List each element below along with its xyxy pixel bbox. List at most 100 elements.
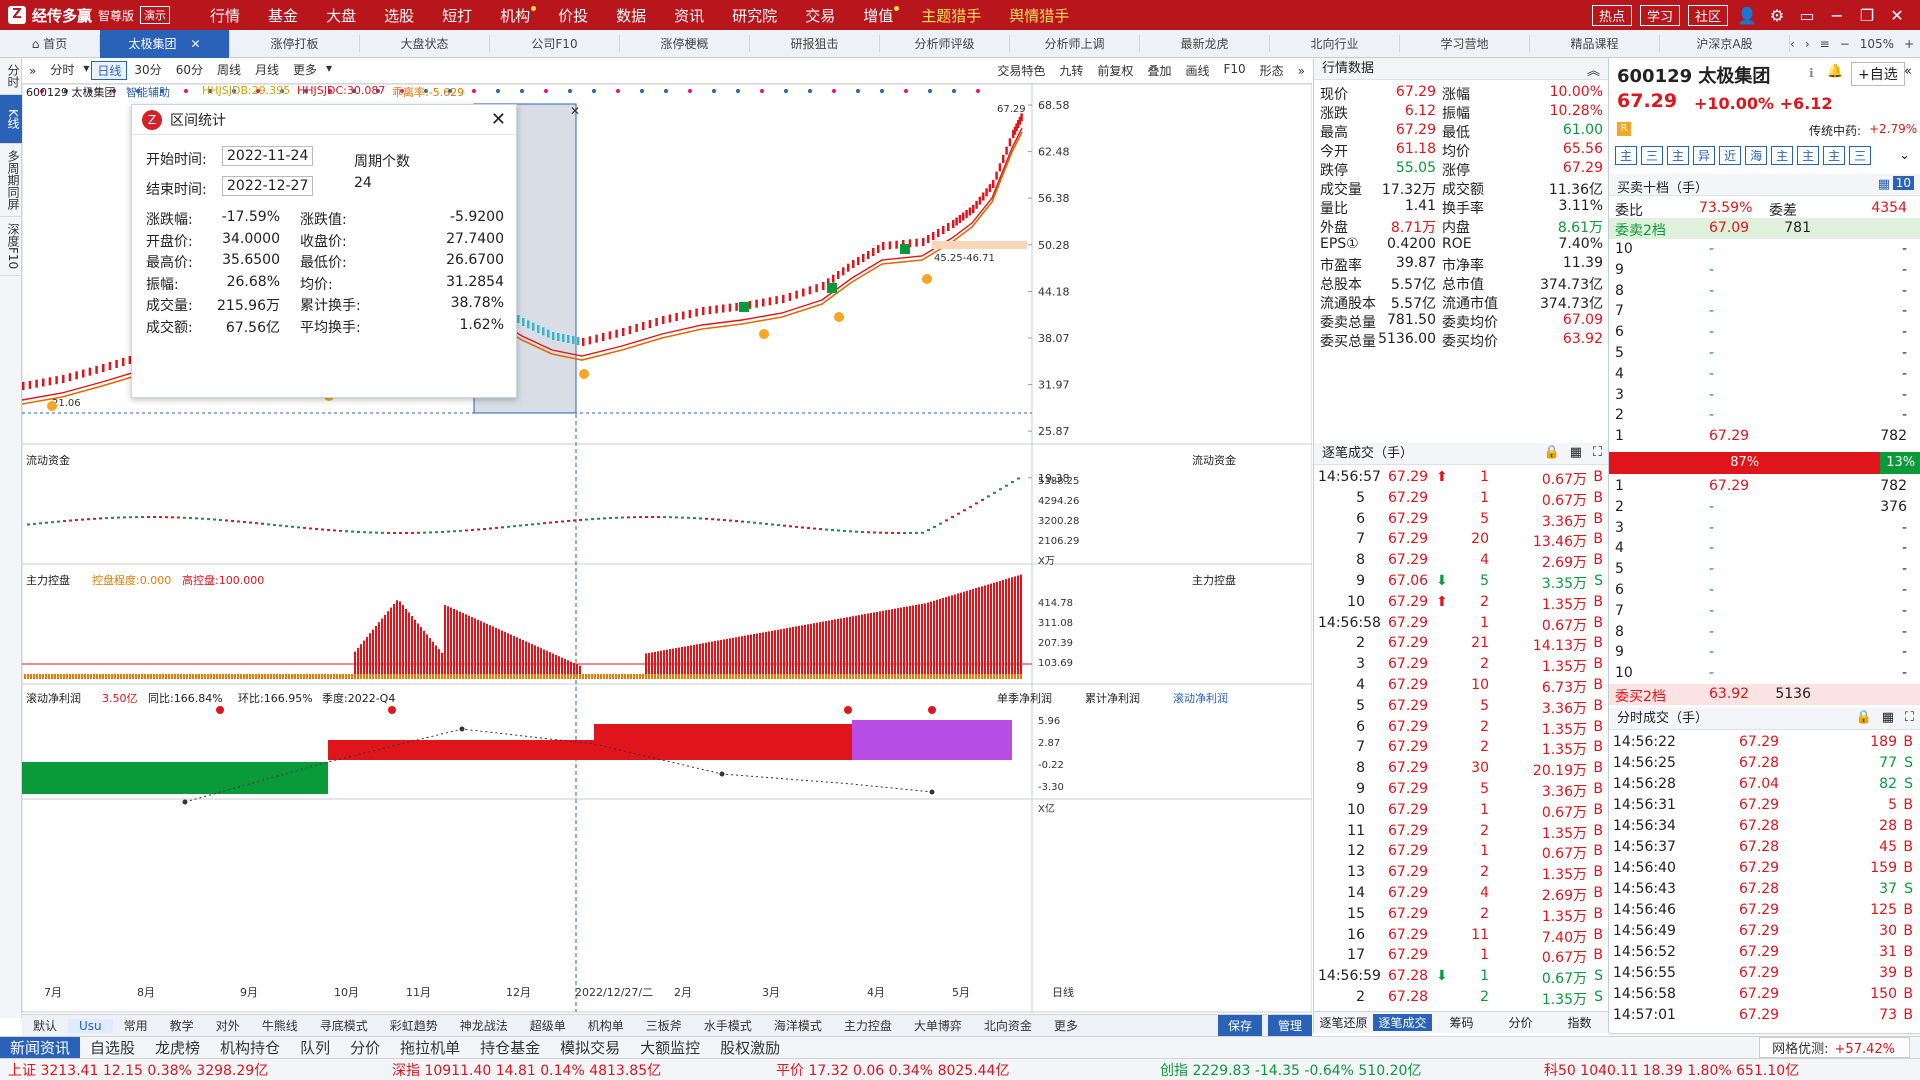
index-1[interactable]: 深指 10911.40 14.81 0.14% 4813.85亿: [384, 1060, 768, 1080]
indicator-tab-2[interactable]: 常用: [123, 1019, 148, 1033]
news-tab-10[interactable]: 股权激励: [720, 1039, 781, 1057]
user-icon[interactable]: 👤: [1737, 5, 1757, 25]
tab-2[interactable]: 涨停打板: [230, 35, 360, 52]
menu-1[interactable]: 基金: [268, 6, 299, 25]
profit-tab-3[interactable]: 滚动净利润: [1173, 692, 1228, 705]
tab-6[interactable]: 研报狙击: [750, 35, 880, 52]
rail-multiperiod[interactable]: 多周期同屏: [0, 144, 22, 217]
close-icon[interactable]: ✕: [1890, 5, 1904, 25]
chip-7[interactable]: 主: [1797, 146, 1820, 165]
chart-tool-0[interactable]: 交易特色: [997, 64, 1046, 78]
gear-icon[interactable]: ⚙: [1769, 5, 1785, 25]
news-tab-8[interactable]: 模拟交易: [560, 1039, 621, 1057]
news-tab-9[interactable]: 大额监控: [640, 1039, 701, 1057]
chart-tool-1[interactable]: 九转: [1059, 64, 1084, 78]
indicator-tab-12[interactable]: 水手模式: [703, 1019, 752, 1033]
dialog-close-icon[interactable]: ✕: [490, 109, 506, 130]
news-tab-0[interactable]: 新闻资讯: [0, 1037, 81, 1058]
add-watchlist-button[interactable]: +自选: [1851, 62, 1905, 86]
menu-0[interactable]: 行情: [210, 6, 241, 25]
tab-12[interactable]: 精品课程: [1530, 35, 1660, 52]
chip-9[interactable]: 三: [1849, 146, 1872, 165]
indicator-tab-15[interactable]: 大单博弈: [913, 1019, 962, 1033]
grid-icon[interactable]: ▦: [1569, 445, 1582, 460]
menu-7[interactable]: 数据: [616, 6, 647, 25]
orderbook-grid-icon[interactable]: ▦: [1877, 177, 1890, 192]
expand-left-icon[interactable]: «: [1904, 64, 1912, 79]
rail-f10[interactable]: 深度F10: [0, 217, 22, 277]
menu-12[interactable]: 主题猎手: [921, 6, 982, 25]
tab-11[interactable]: 学习营地: [1400, 35, 1530, 52]
indicator-tab-6[interactable]: 寻底模式: [319, 1019, 368, 1033]
learn-button[interactable]: 学习: [1639, 4, 1680, 26]
menu-5[interactable]: 机构: [486, 5, 544, 26]
demo-badge[interactable]: 演示: [140, 6, 171, 24]
index-4[interactable]: 科50 1040.11 18.39 1.80% 651.10亿: [1536, 1060, 1920, 1080]
menu-3[interactable]: 选股: [384, 6, 415, 25]
indicator-tab-3[interactable]: 教学: [169, 1019, 194, 1033]
zoom-out-icon[interactable]: −: [1839, 36, 1850, 51]
chart-tool-5[interactable]: F10: [1223, 62, 1246, 76]
minimize-icon[interactable]: −: [1830, 5, 1844, 25]
bell-icon[interactable]: 🔔: [1827, 64, 1844, 79]
fullscreen-icon[interactable]: ⛶: [1592, 445, 1602, 460]
indicator-tab-9[interactable]: 超级单: [529, 1019, 566, 1033]
chip-4[interactable]: 近: [1719, 146, 1742, 165]
chip-2[interactable]: 主: [1667, 146, 1690, 165]
news-tab-1[interactable]: 自选股: [90, 1039, 136, 1057]
left-arrow-icon[interactable]: ‹: [1790, 36, 1795, 51]
index-3[interactable]: 创指 2229.83 -14.35 -0.64% 510.20亿: [1152, 1060, 1536, 1080]
community-button[interactable]: 社区: [1687, 4, 1728, 26]
news-tab-5[interactable]: 分价: [350, 1039, 381, 1057]
ts-grid-icon[interactable]: ▦: [1881, 710, 1894, 725]
news-tab-7[interactable]: 持仓基金: [480, 1039, 541, 1057]
indicator-tab-14[interactable]: 主力控盘: [843, 1019, 892, 1033]
indicator-tab-13[interactable]: 海洋模式: [773, 1019, 822, 1033]
menu-11[interactable]: 增值: [849, 5, 907, 26]
rail-timeshare[interactable]: 分时: [0, 58, 22, 95]
period-5[interactable]: 月线: [254, 63, 279, 77]
dropdown-icon[interactable]: ▾: [326, 61, 333, 75]
chart-tool-2[interactable]: 前复权: [1097, 64, 1134, 78]
info-icon[interactable]: ℹ: [1809, 66, 1814, 80]
menu-6[interactable]: 价投: [558, 6, 589, 25]
hot-button[interactable]: 热点: [1591, 4, 1632, 26]
tick-footer-tab-1[interactable]: 逐笔成交: [1373, 1014, 1432, 1031]
news-tab-6[interactable]: 拖拉机单: [400, 1039, 461, 1057]
tab-0[interactable]: ⌂ 首页: [0, 35, 100, 52]
period-4[interactable]: 周线: [216, 63, 241, 77]
tab-3[interactable]: 大盘状态: [360, 35, 490, 52]
collapse-icon[interactable]: »: [29, 63, 37, 78]
chip-3[interactable]: 异: [1693, 146, 1716, 165]
menu-13[interactable]: 舆情猎手: [1009, 6, 1070, 25]
chart-tool-3[interactable]: 叠加: [1147, 64, 1172, 78]
indicator-tab-7[interactable]: 彩虹趋势: [389, 1019, 438, 1033]
tab-4[interactable]: 公司F10: [490, 35, 620, 52]
tab-close-icon[interactable]: ✕: [190, 36, 201, 51]
menu-icon[interactable]: ≡: [1819, 36, 1830, 51]
end-date-input[interactable]: 2022-12-27: [222, 176, 314, 196]
orderbook-depth[interactable]: 10: [1892, 176, 1914, 190]
chip-0[interactable]: 主: [1615, 146, 1638, 165]
restore-icon[interactable]: ❐: [1859, 5, 1875, 25]
tab-13[interactable]: 沪深京A股: [1660, 35, 1790, 52]
right-arrow-icon[interactable]: ›: [1804, 36, 1810, 51]
chip-1[interactable]: 三: [1641, 146, 1664, 165]
indicator-tab-5[interactable]: 牛熊线: [261, 1019, 298, 1033]
news-tab-3[interactable]: 机构持仓: [220, 1039, 281, 1057]
rail-kline[interactable]: K线: [0, 95, 22, 144]
lock-icon[interactable]: 🔒: [1543, 445, 1560, 460]
chip-6[interactable]: 主: [1771, 146, 1794, 165]
tab-8[interactable]: 分析师上调: [1010, 35, 1140, 52]
indicator-tab-0[interactable]: 默认: [33, 1019, 58, 1033]
tick-footer-tab-0[interactable]: 逐笔还原: [1319, 1016, 1368, 1030]
grid-optimize[interactable]: 网格优测: +57.42%: [1759, 1037, 1910, 1058]
expand-icon[interactable]: »: [1297, 63, 1305, 78]
save-button[interactable]: 保存: [1217, 1015, 1262, 1036]
tab-1[interactable]: 太极集团 ✕: [100, 29, 230, 58]
menu-10[interactable]: 交易: [805, 6, 836, 25]
indicator-tab-17[interactable]: 更多: [1053, 1019, 1078, 1033]
period-0[interactable]: 分时: [50, 63, 75, 77]
indicator-tab-11[interactable]: 三板斧: [645, 1019, 682, 1033]
tick-footer-tab-3[interactable]: 分价: [1508, 1016, 1533, 1030]
